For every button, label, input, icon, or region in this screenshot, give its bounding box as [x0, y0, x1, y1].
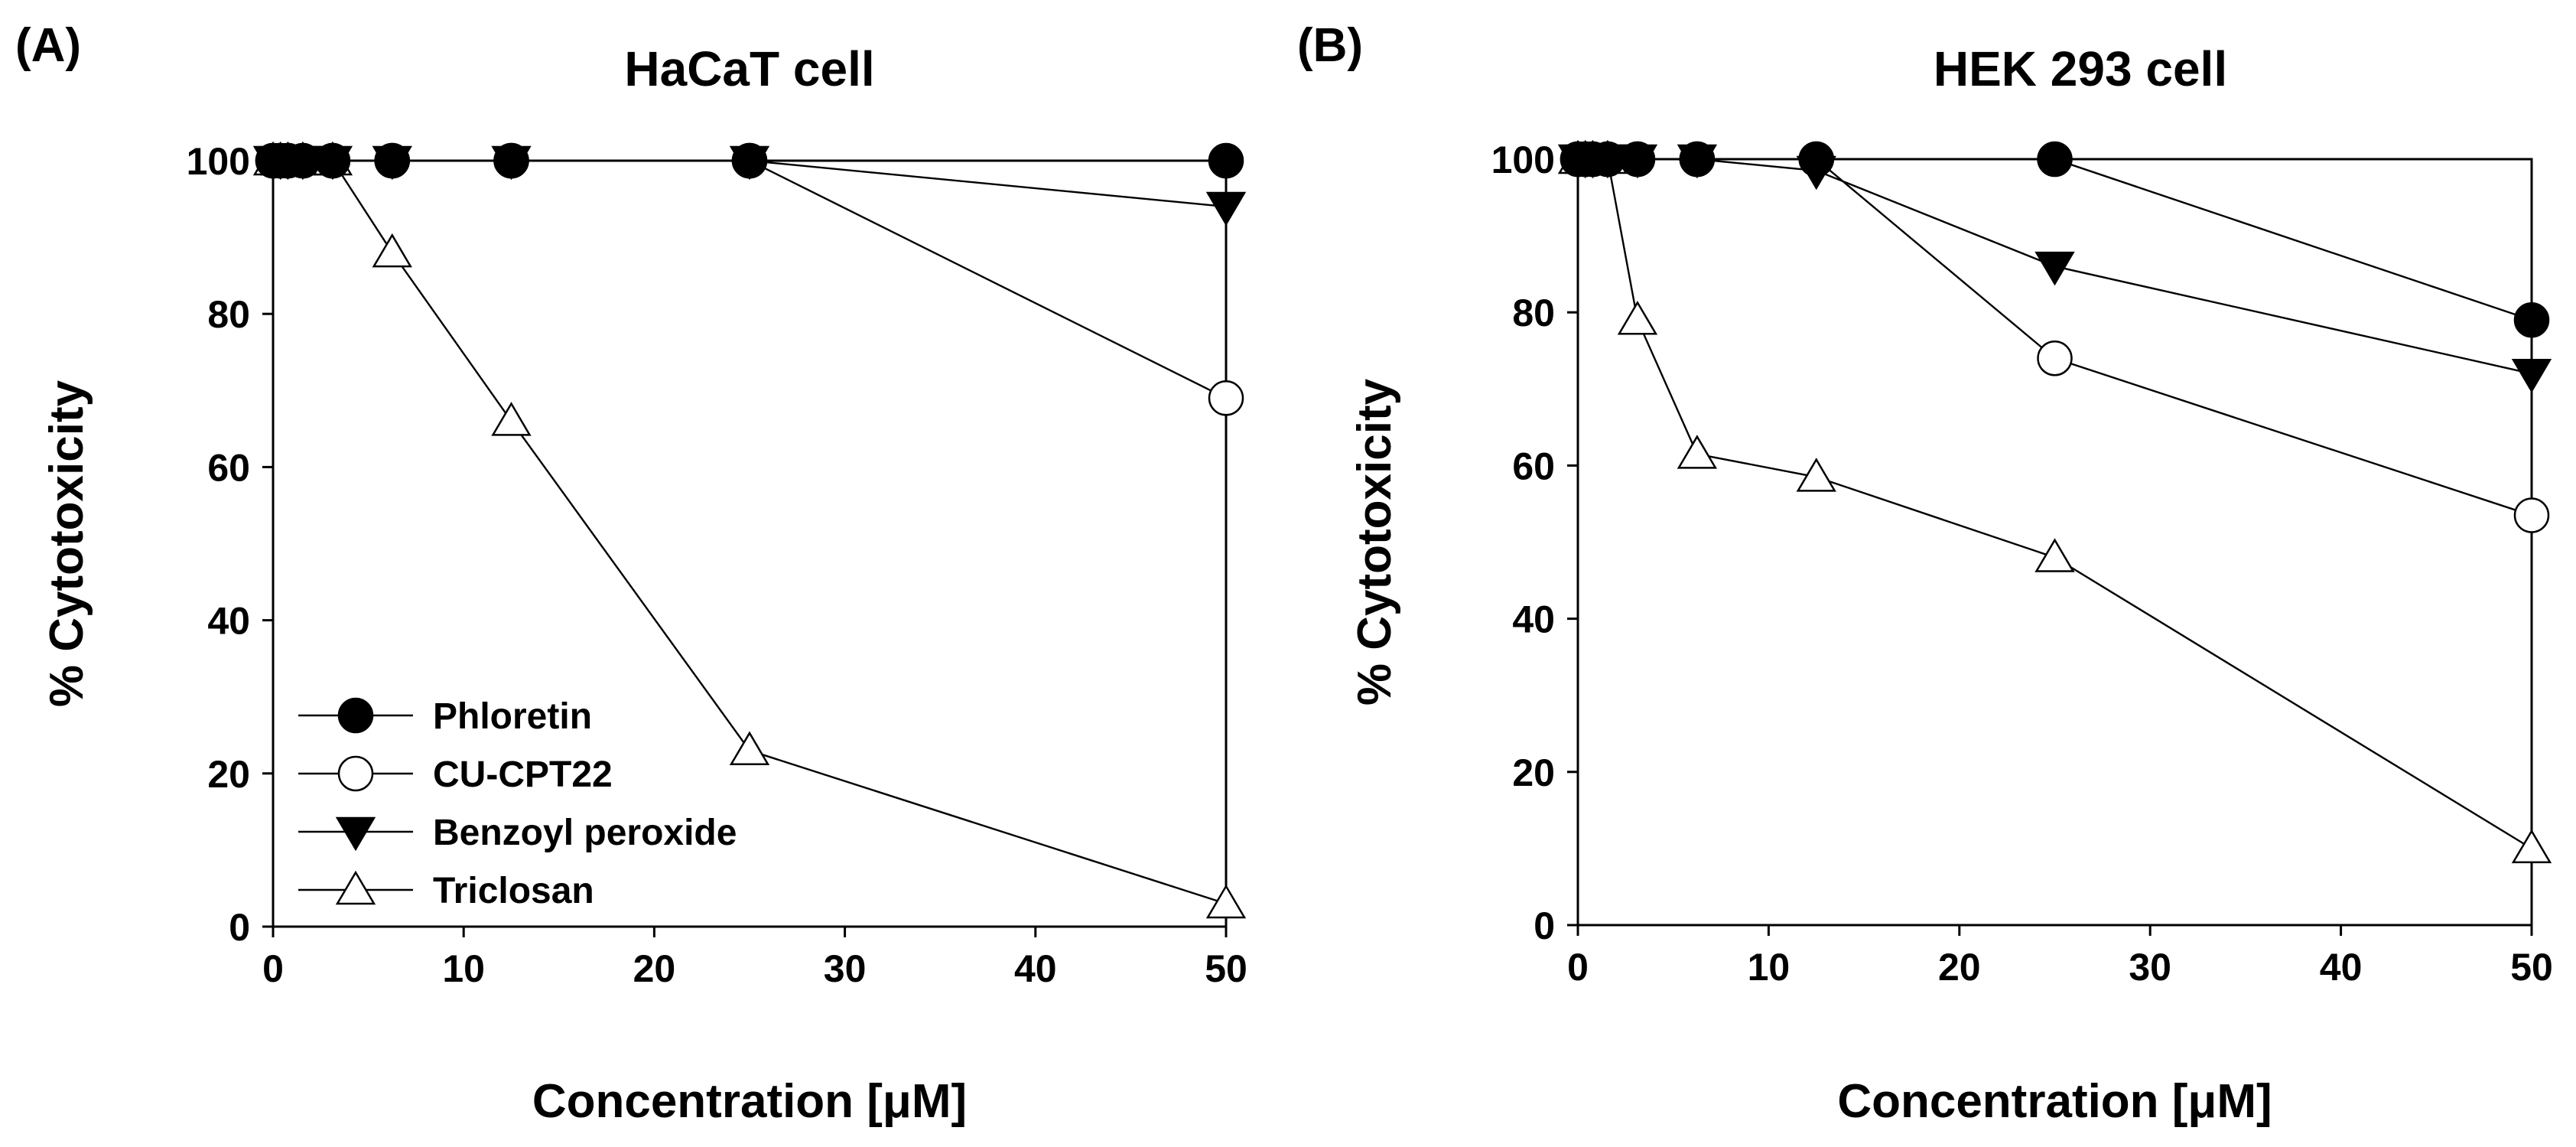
y-tick-label: 100 — [187, 140, 250, 183]
x-tick-label: 40 — [1014, 947, 1057, 990]
data-point-phloretin — [1679, 141, 1716, 178]
data-point-triclosan — [1617, 300, 1658, 335]
data-point-phloretin — [1619, 141, 1656, 178]
y-axis-label: % Cytotoxicity — [41, 380, 93, 707]
data-point-phloretin — [285, 142, 321, 179]
data-point-triclosan — [2511, 829, 2552, 864]
y-tick-label: 0 — [1534, 904, 1555, 947]
data-point-cu-cpt22 — [2037, 341, 2073, 376]
legend-label: CU-CPT22 — [433, 754, 613, 795]
x-tick-label: 10 — [442, 947, 485, 990]
data-point-triclosan — [2034, 538, 2075, 572]
series-line-phloretin — [1578, 158, 2532, 321]
plot-frame — [272, 159, 1228, 928]
x-tick-label: 50 — [2510, 946, 2553, 989]
data-point-triclosan — [491, 402, 532, 436]
legend-marker — [335, 870, 376, 905]
data-point-triclosan — [729, 731, 770, 766]
x-tick-label: 0 — [262, 947, 284, 990]
x-tick-label: 50 — [1205, 947, 1247, 990]
y-tick-label: 60 — [207, 446, 250, 489]
x-tick-label: 10 — [1748, 946, 1791, 989]
x-tick-label: 30 — [2129, 946, 2171, 989]
x-tick-label: 20 — [1938, 946, 1981, 989]
legend-marker — [335, 816, 376, 852]
chart-title: HEK 293 cell — [1934, 41, 2227, 96]
y-tick-label: 0 — [229, 906, 250, 949]
data-point-benzoyl-peroxide — [1205, 191, 1247, 226]
panel-label: (B) — [1297, 19, 1363, 72]
legend-label: Triclosan — [433, 871, 594, 911]
data-point-phloretin — [1208, 142, 1244, 179]
chart-title: HaCaT cell — [624, 41, 874, 96]
x-tick-label: 20 — [633, 947, 676, 990]
data-point-phloretin — [493, 142, 529, 179]
data-point-benzoyl-peroxide — [2034, 251, 2075, 286]
legend-label: Phloretin — [433, 696, 592, 737]
data-point-triclosan — [372, 233, 412, 268]
data-point-phloretin — [374, 142, 410, 179]
y-tick-label: 80 — [1512, 292, 1555, 334]
data-point-triclosan — [1677, 435, 1718, 469]
x-tick-label: 30 — [824, 947, 867, 990]
data-point-triclosan — [1205, 884, 1247, 919]
x-axis-label: Concentration [μM] — [1837, 1075, 2272, 1128]
data-point-triclosan — [1796, 458, 1836, 492]
series-line-cu-cpt22 — [273, 159, 1227, 399]
y-tick-label: 40 — [207, 600, 250, 643]
data-point-phloretin — [731, 142, 768, 179]
legend-marker — [337, 697, 374, 734]
legend-label: Benzoyl peroxide — [433, 813, 737, 853]
series-line-cu-cpt22 — [1578, 158, 2532, 516]
y-axis-label: % Cytotoxicity — [1348, 378, 1401, 705]
x-tick-label: 40 — [2320, 946, 2363, 989]
y-tick-label: 20 — [1512, 751, 1555, 794]
data-point-phloretin — [1589, 141, 1626, 178]
y-tick-label: 40 — [1512, 598, 1555, 641]
panel-a-hacat: (A) HaCaT cell 0 10 20 30 40 50 0 20 40 60 80 100 Conc… — [15, 19, 1247, 1128]
x-tick-label: 0 — [1567, 946, 1589, 989]
legend-marker — [337, 755, 374, 792]
y-tick-label: 20 — [207, 753, 250, 796]
y-tick-label: 80 — [207, 293, 250, 336]
data-point-phloretin — [2037, 141, 2073, 178]
series-line-triclosan — [273, 159, 1227, 905]
x-axis-label: Concentration [μM] — [532, 1075, 967, 1128]
data-point-phloretin — [1798, 141, 1834, 178]
data-point-phloretin — [2513, 301, 2550, 338]
data-point-benzoyl-peroxide — [2511, 359, 2552, 393]
data-point-phloretin — [314, 142, 351, 179]
data-point-cu-cpt22 — [2513, 497, 2550, 533]
panel-b-hek293: (B) HEK 293 cell 0 10 20 30 40 50 0 20 40 60 80 100 Co… — [1297, 19, 2553, 1128]
y-tick-label: 60 — [1512, 445, 1555, 487]
y-tick-label: 100 — [1491, 138, 1555, 181]
data-point-cu-cpt22 — [1208, 380, 1244, 416]
panel-label: (A) — [15, 19, 81, 72]
